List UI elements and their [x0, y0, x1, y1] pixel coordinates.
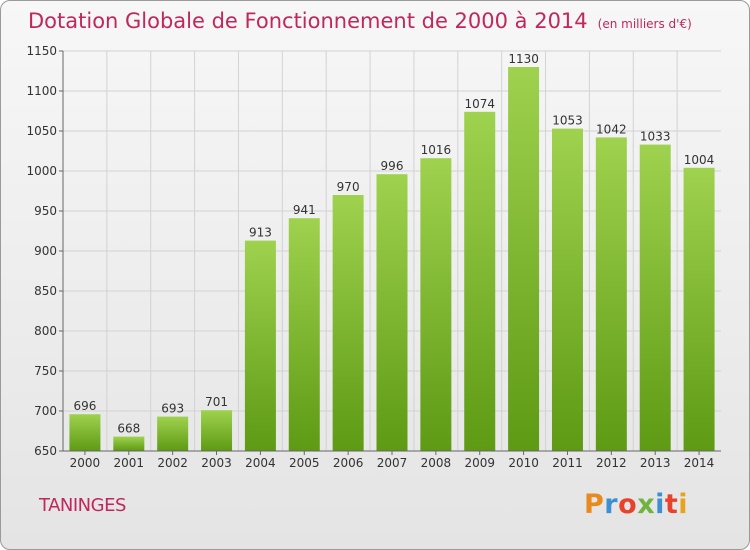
- logo-letter: o: [618, 489, 638, 520]
- data-label-2013: 1033: [640, 130, 671, 144]
- y-tick-label-900: 900: [34, 244, 57, 258]
- y-tick-label-700: 700: [34, 404, 57, 418]
- data-label-2001: 668: [117, 422, 140, 436]
- chart-title-text: Dotation Globale de Fonctionnement de 20…: [28, 9, 588, 33]
- chart-unit: (en milliers d'€): [597, 17, 692, 31]
- bar-2002: [157, 416, 189, 451]
- bar-2004: [244, 240, 276, 451]
- data-label-2000: 696: [73, 399, 96, 413]
- axes: 650 700 750 800 850 900 950 1000 1050 1100 1150 200…: [26, 44, 721, 470]
- y-tick-label-650: 650: [34, 444, 57, 458]
- x-tick-label-2006: 2006: [333, 456, 364, 470]
- bar-2011: [551, 128, 583, 451]
- bar-2001: [113, 436, 145, 451]
- y-tick-label-750: 750: [34, 364, 57, 378]
- x-tick-label-2003: 2003: [201, 456, 232, 470]
- y-tick-label-800: 800: [34, 324, 57, 338]
- y-tick-label-850: 850: [34, 284, 57, 298]
- logo-letter: P: [584, 489, 605, 520]
- data-label-2010: 1130: [508, 52, 539, 66]
- x-tick-label-2007: 2007: [377, 456, 408, 470]
- data-label-2012: 1042: [596, 122, 627, 136]
- y-tick-label-1050: 1050: [26, 124, 57, 138]
- data-label-2006: 970: [337, 180, 360, 194]
- bar-2000: [69, 414, 101, 451]
- bar-2010: [508, 67, 540, 451]
- data-label-2002: 693: [161, 402, 184, 416]
- logo-letter: i: [678, 489, 689, 520]
- x-tick-label-2009: 2009: [464, 456, 495, 470]
- x-tick-label-2008: 2008: [421, 456, 452, 470]
- bar-2005: [288, 218, 320, 451]
- bars: 696 668 693 701 913 941 970 996 1016 1074 1130 1053…: [69, 52, 715, 452]
- logo-letter: x: [637, 489, 656, 520]
- y-tick-label-1100: 1100: [26, 84, 57, 98]
- bar-2012: [595, 137, 627, 451]
- x-tick-label-2013: 2013: [640, 456, 671, 470]
- x-tick-label-2014: 2014: [684, 456, 715, 470]
- chart-title: Dotation Globale de Fonctionnement de 20…: [28, 9, 692, 33]
- bar-2009: [464, 111, 496, 452]
- data-label-2003: 701: [205, 395, 228, 409]
- bar-2008: [420, 158, 452, 451]
- x-tick-label-2005: 2005: [289, 456, 320, 470]
- x-tick-label-2004: 2004: [245, 456, 276, 470]
- x-tick-label-2011: 2011: [552, 456, 583, 470]
- y-tick-label-950: 950: [34, 204, 57, 218]
- proxiti-logo[interactable]: Proxiti: [584, 489, 688, 520]
- x-tick-label-2012: 2012: [596, 456, 627, 470]
- data-label-2014: 1004: [684, 153, 715, 167]
- logo-letter: t: [664, 489, 679, 520]
- x-tick-label-2010: 2010: [508, 456, 539, 470]
- logo-letter: i: [655, 489, 665, 520]
- bar-2014: [683, 167, 715, 452]
- x-tick-label-2001: 2001: [114, 456, 145, 470]
- logo-letter: r: [604, 489, 619, 520]
- bar-2013: [639, 144, 671, 451]
- data-label-2004: 913: [249, 226, 272, 240]
- commune-name: TANINGES: [39, 495, 126, 516]
- y-tick-label-1150: 1150: [26, 44, 57, 58]
- x-tick-label-2002: 2002: [157, 456, 188, 470]
- bar-2003: [201, 410, 233, 451]
- data-label-2005: 941: [293, 203, 316, 217]
- x-tick-label-2000: 2000: [70, 456, 101, 470]
- data-label-2007: 996: [381, 159, 404, 173]
- bar-2006: [332, 195, 364, 451]
- y-tick-label-1000: 1000: [26, 164, 57, 178]
- data-label-2008: 1016: [421, 143, 452, 157]
- data-label-2011: 1053: [552, 114, 583, 128]
- bar-2007: [376, 174, 408, 451]
- data-label-2009: 1074: [464, 97, 495, 111]
